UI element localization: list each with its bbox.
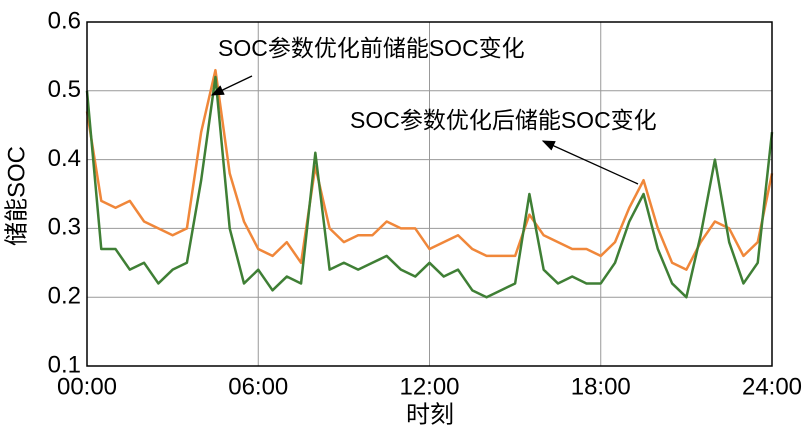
x-tick-label: 18:00 [571, 373, 631, 400]
annotation-arrow [210, 75, 253, 96]
x-axis-label: 时刻 [406, 401, 454, 428]
plot-frame [86, 21, 773, 367]
y-tick-label: 0.1 [48, 351, 81, 378]
y-tick-label: 0.3 [48, 214, 81, 241]
y-tick-label: 0.6 [48, 7, 81, 34]
x-tick-label: 12:00 [399, 373, 459, 400]
y-axis-label: 储能SOC [3, 146, 30, 246]
legend-label: SOC参数优化后储能SOC变化 [350, 107, 657, 133]
x-tick-label: 06:00 [228, 373, 288, 400]
line-series [85, 68, 774, 271]
line-series [85, 75, 774, 299]
y-tick-label: 0.5 [48, 76, 81, 103]
y-tick-label: 0.2 [48, 283, 81, 310]
x-tick-label: 24:00 [742, 373, 802, 400]
y-tick-label: 0.4 [48, 145, 81, 172]
legend-label: SOC参数优化前储能SOC变化 [218, 35, 525, 61]
x-tick-label: 00:00 [57, 373, 117, 400]
annotation-arrow [541, 140, 639, 185]
